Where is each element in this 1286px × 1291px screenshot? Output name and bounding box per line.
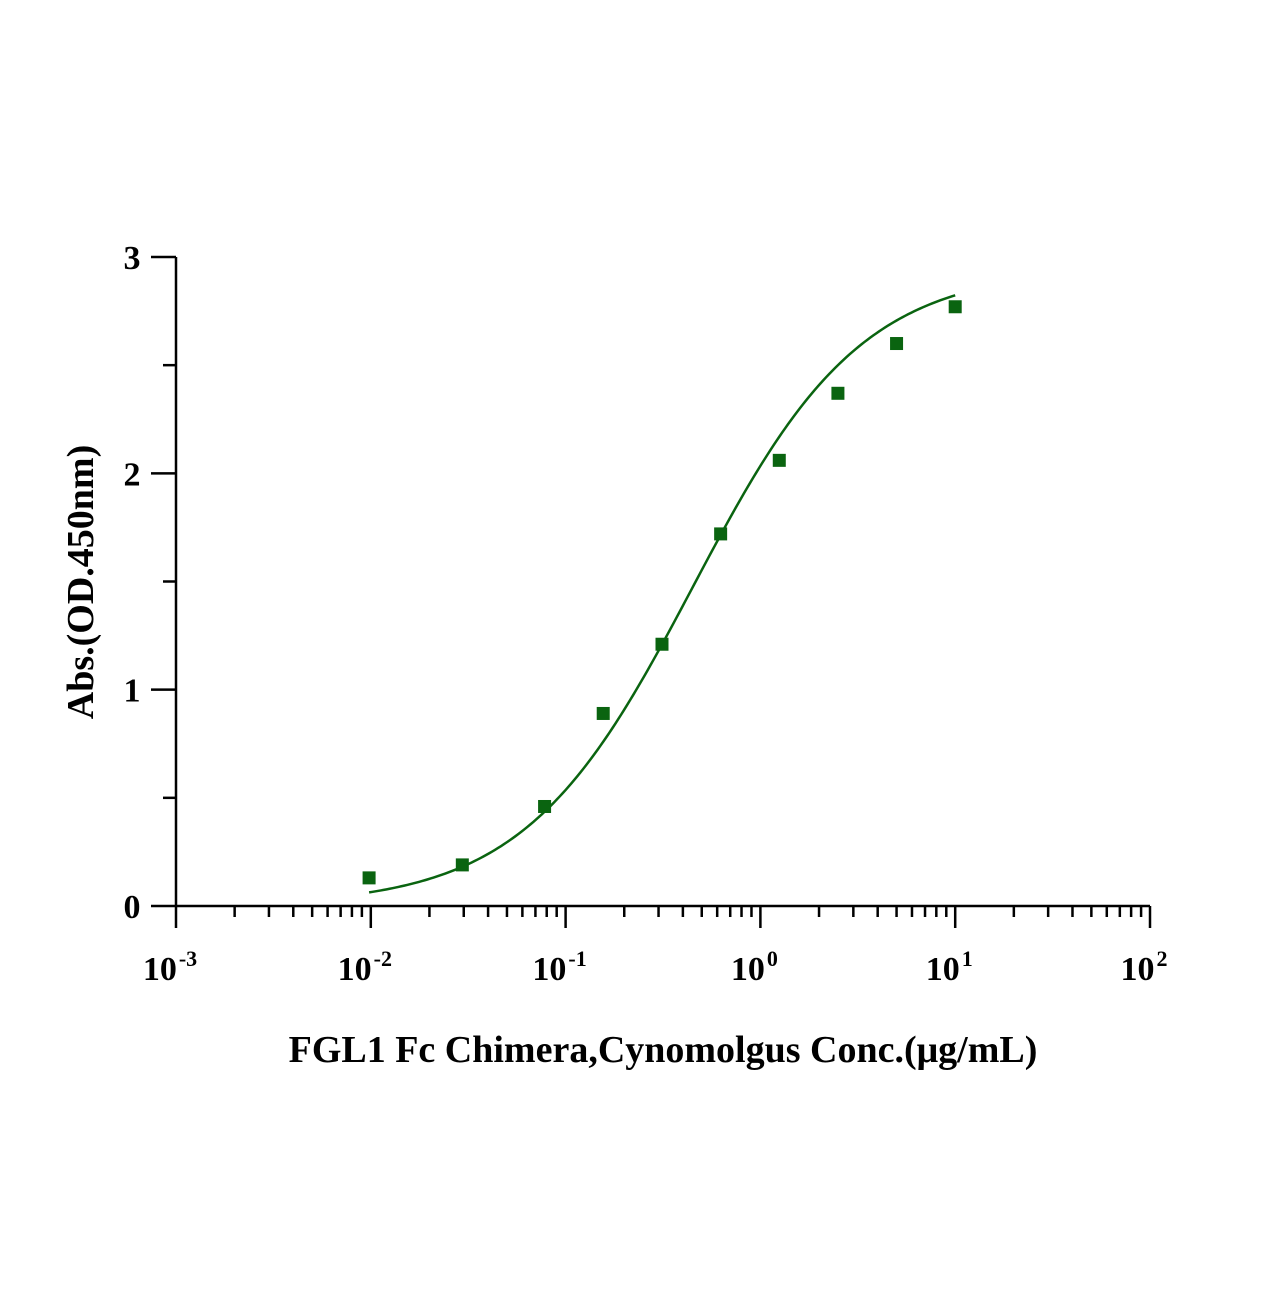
y-tick-label: 3 [124, 240, 141, 277]
data-point [831, 386, 845, 400]
data-point [538, 799, 552, 813]
fit-curve-layer [368, 294, 956, 894]
data-point [890, 337, 904, 351]
x-tick-label-base: 10 [338, 951, 372, 988]
x-tick-label-base: 10 [731, 951, 765, 988]
data-point [714, 527, 728, 541]
x-tick-label: 101 [926, 946, 973, 988]
x-tick-label-base: 10 [532, 951, 566, 988]
x-tick-label-exponent: 0 [767, 946, 778, 971]
x-tick-label: 100 [731, 946, 778, 988]
y-tick-label: 1 [124, 673, 141, 710]
x-tick-label-exponent: 1 [962, 946, 973, 971]
x-tick-label: 10-2 [338, 946, 392, 988]
x-tick-label-exponent: -2 [374, 946, 392, 971]
x-tick-label: 102 [1121, 946, 1168, 988]
y-tick-label: 2 [124, 456, 141, 493]
x-tick-label-exponent: -1 [568, 946, 586, 971]
fit-curve [368, 294, 956, 894]
data-point [596, 706, 610, 720]
x-tick-label-base: 10 [143, 951, 177, 988]
data-point [362, 871, 376, 885]
x-tick-label-base: 10 [926, 951, 960, 988]
data-point [948, 300, 962, 314]
x-tick-label-exponent: -3 [179, 946, 197, 971]
x-axis-title: FGL1 Fc Chimera,Cynomolgus Conc.(μg/mL) [289, 1029, 1038, 1071]
data-point [772, 453, 786, 467]
y-tick-label: 0 [124, 889, 141, 926]
data-point [655, 637, 669, 651]
x-tick-label: 10-3 [143, 946, 197, 988]
y-axis-title: Abs.(OD.450nm) [60, 445, 102, 719]
x-tick-label-base: 10 [1121, 951, 1155, 988]
x-tick-label-exponent: 2 [1157, 946, 1168, 971]
data-points-layer [362, 300, 962, 885]
data-point [455, 858, 469, 872]
x-tick-label: 10-1 [532, 946, 586, 988]
